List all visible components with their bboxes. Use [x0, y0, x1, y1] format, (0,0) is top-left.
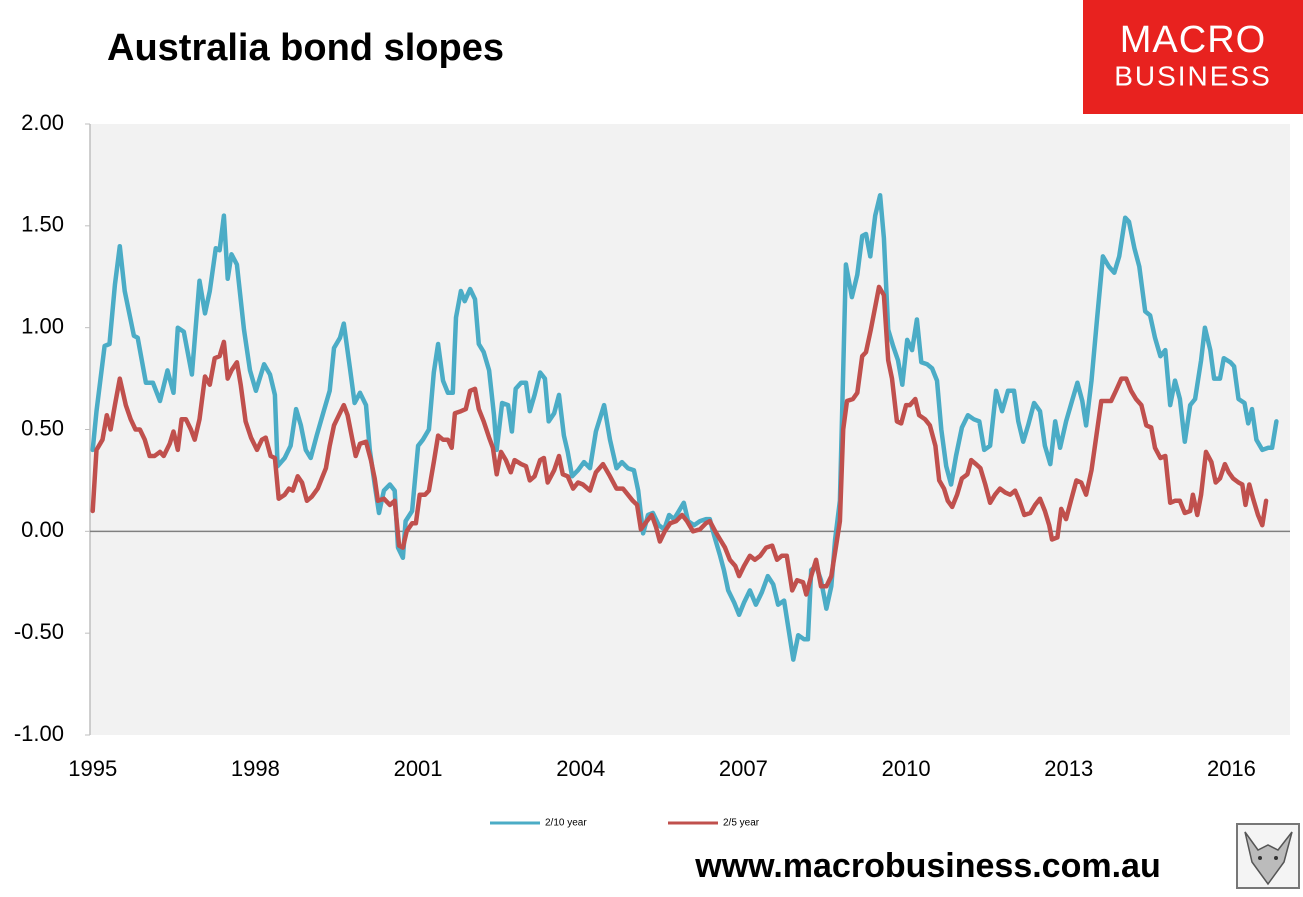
- y-tick-label: 1.50: [21, 212, 64, 237]
- fox-icon: [1236, 823, 1300, 889]
- logo-line2: BUSINESS: [1114, 60, 1272, 91]
- logo-box: [1083, 0, 1303, 114]
- x-tick-label: 2013: [1044, 756, 1093, 781]
- x-tick-label: 2007: [719, 756, 768, 781]
- x-tick-label: 1998: [231, 756, 280, 781]
- x-tick-label: 1995: [68, 756, 117, 781]
- legend-label: 2/5 year: [723, 818, 760, 829]
- x-tick-label: 2001: [394, 756, 443, 781]
- y-tick-label: -0.50: [14, 619, 64, 644]
- x-tick-label: 2004: [556, 756, 605, 781]
- series-line: [90, 193, 1279, 662]
- logo-line1: MACRO: [1120, 19, 1266, 61]
- y-tick-label: 0.50: [21, 415, 64, 440]
- x-tick-label: 2016: [1207, 756, 1256, 781]
- chart-title: Australia bond slopes: [107, 27, 504, 69]
- y-tick-label: -1.00: [14, 721, 64, 746]
- legend-label: 2/10 year: [545, 818, 587, 829]
- plot-area: [90, 124, 1290, 735]
- y-tick-label: 1.00: [21, 313, 64, 338]
- y-tick-label: 2.00: [21, 110, 64, 135]
- series-line: [90, 284, 1269, 597]
- x-tick-label: 2010: [882, 756, 931, 781]
- y-tick-label: 0.00: [21, 517, 64, 542]
- footer-url: www.macrobusiness.com.au: [694, 847, 1160, 885]
